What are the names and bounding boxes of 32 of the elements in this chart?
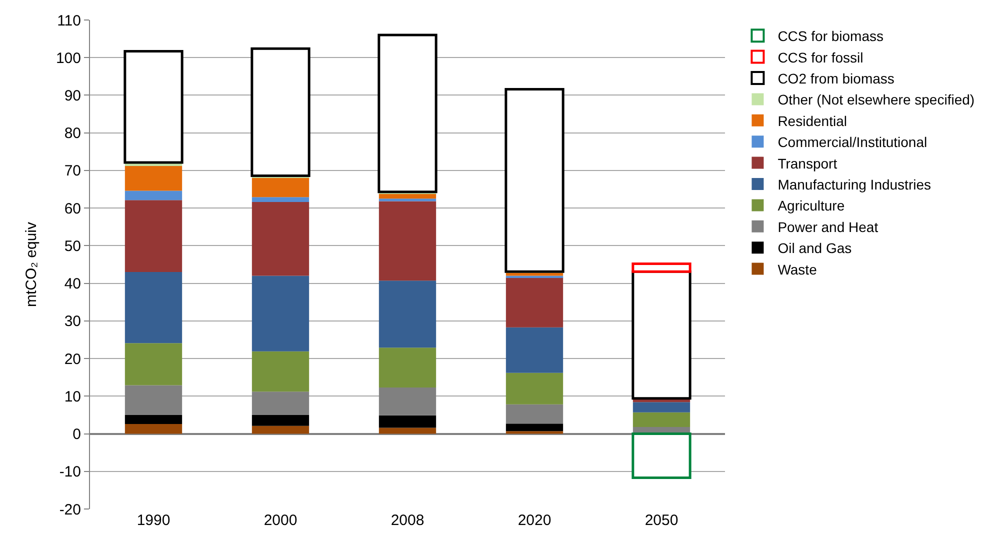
- y-tick-label: 0: [72, 426, 81, 444]
- legend-label: Waste: [778, 261, 818, 278]
- x-tick-label: 2000: [264, 512, 298, 529]
- y-tick-label: 70: [64, 162, 81, 180]
- y-tick-label: 20: [64, 350, 81, 368]
- legend-label: CCS for fossil: [778, 49, 864, 66]
- legend-label: Transport: [778, 155, 838, 172]
- legend-label: Manufacturing Industries: [778, 176, 932, 192]
- y-tick-label: 50: [64, 238, 81, 255]
- y-axis-title: mtCO₂ equiv: [23, 221, 40, 308]
- y-tick-label: 40: [64, 276, 81, 293]
- y-tick-label: 30: [64, 313, 81, 330]
- y-tick-label: 100: [56, 50, 81, 67]
- y-tick-label: 10: [64, 388, 81, 406]
- legend-label: Commercial/Institutional: [778, 134, 928, 150]
- legend-label: Oil and Gas: [778, 240, 852, 256]
- x-tick-label: 2020: [518, 512, 552, 529]
- y-tick-label: -10: [59, 464, 81, 481]
- y-tick-label: 60: [64, 200, 81, 218]
- y-tick-label: 110: [57, 12, 81, 30]
- legend-label: CCS for biomass: [778, 28, 884, 44]
- legend-label: CO2 from biomass: [778, 70, 894, 86]
- x-tick-label: 2008: [390, 512, 424, 529]
- legend-label: Agriculture: [778, 198, 845, 214]
- x-tick-label: 1990: [136, 512, 170, 529]
- x-tick-label: 2050: [644, 512, 678, 529]
- y-tick-label: -20: [59, 501, 81, 518]
- legend-label: Power and Heat: [778, 218, 878, 235]
- legend-label: Other (Not elsewhere specified): [778, 92, 975, 108]
- y-tick-label: 80: [64, 125, 81, 142]
- y-tick-label: 90: [64, 87, 81, 104]
- legend-label: Residential: [778, 112, 847, 129]
